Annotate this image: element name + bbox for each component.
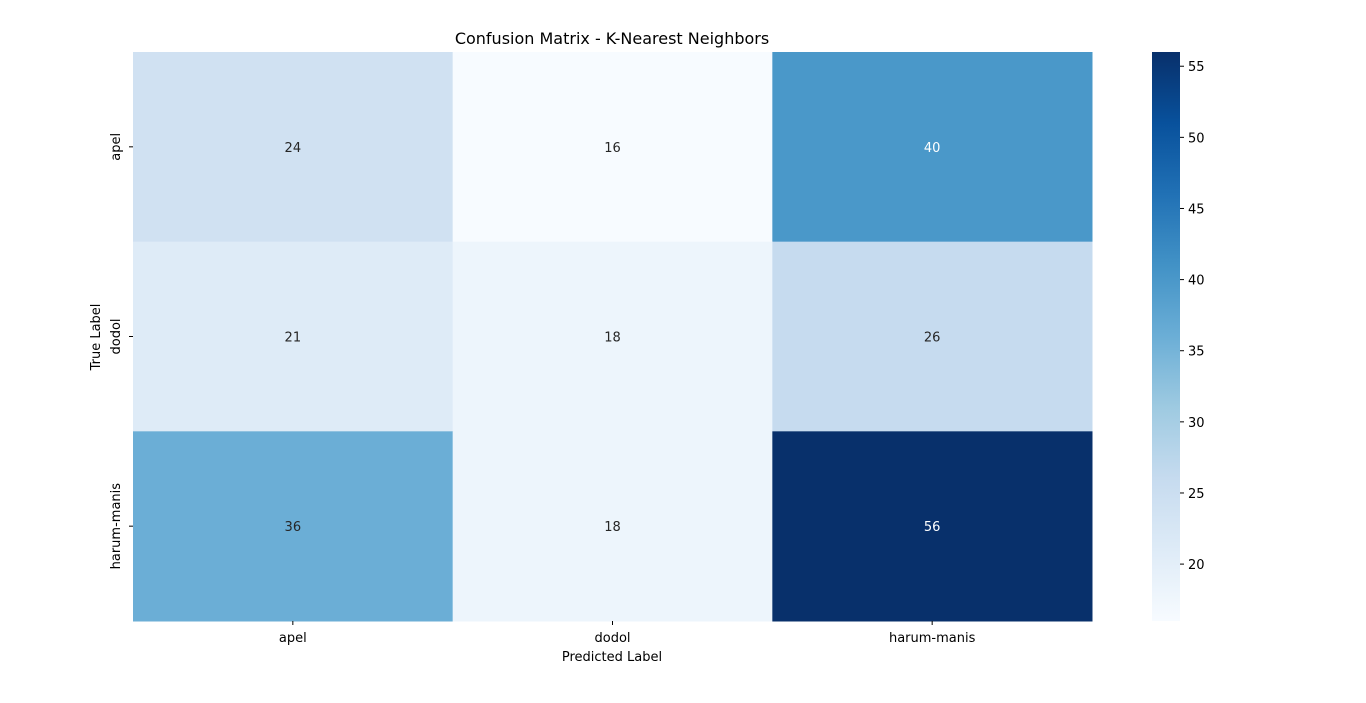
cell-value-label: 26 (924, 331, 941, 346)
cell-value-label: 56 (924, 520, 941, 535)
heatmap-cell (133, 241, 454, 432)
heatmap-cell (133, 52, 454, 243)
y-tick-label: dodol (109, 318, 124, 354)
heatmap-cell (452, 241, 773, 432)
colorbar-tick-label: 30 (1188, 416, 1205, 431)
colorbar-tick-label: 50 (1188, 131, 1205, 146)
cell-value-label: 18 (604, 520, 621, 535)
heatmap-cells: 24 16 40 21 18 26 36 18 56 (133, 52, 1093, 622)
heatmap-cell (772, 241, 1093, 432)
cell-value-label: 18 (604, 331, 621, 346)
colorbar-tick-label: 40 (1188, 274, 1205, 289)
x-tick-label: dodol (594, 631, 630, 646)
y-tick-label: harum-manis (109, 483, 124, 570)
colorbar (1152, 52, 1180, 621)
x-tick-label: harum-manis (889, 631, 976, 646)
heatmap-cell (452, 431, 773, 622)
chart-title: Confusion Matrix - K-Nearest Neighbors (455, 29, 769, 48)
heatmap-cell (772, 431, 1093, 622)
colorbar-tick-label: 55 (1188, 60, 1205, 75)
heatmap-cell (452, 52, 773, 243)
x-axis-label: Predicted Label (562, 650, 662, 665)
y-tick-label: apel (109, 133, 124, 161)
x-tick-label: apel (279, 631, 307, 646)
y-axis-ticks: apel dodol harum-manis (109, 133, 133, 569)
colorbar-tick-label: 20 (1188, 558, 1205, 573)
cell-value-label: 36 (285, 520, 302, 535)
x-axis-ticks: apel dodol harum-manis (279, 621, 976, 646)
cell-value-label: 16 (604, 141, 621, 156)
colorbar-ticks: 20 25 30 35 40 45 50 55 (1180, 60, 1205, 573)
cell-value-label: 24 (285, 141, 302, 156)
heatmap-cell (133, 431, 454, 622)
colorbar-tick-label: 25 (1188, 487, 1205, 502)
heatmap-cell (772, 52, 1093, 243)
colorbar-tick-label: 45 (1188, 202, 1205, 217)
cell-value-label: 21 (285, 331, 302, 346)
cell-value-label: 40 (924, 141, 941, 156)
colorbar-tick-label: 35 (1188, 345, 1205, 360)
y-axis-label: True Label (89, 304, 104, 372)
